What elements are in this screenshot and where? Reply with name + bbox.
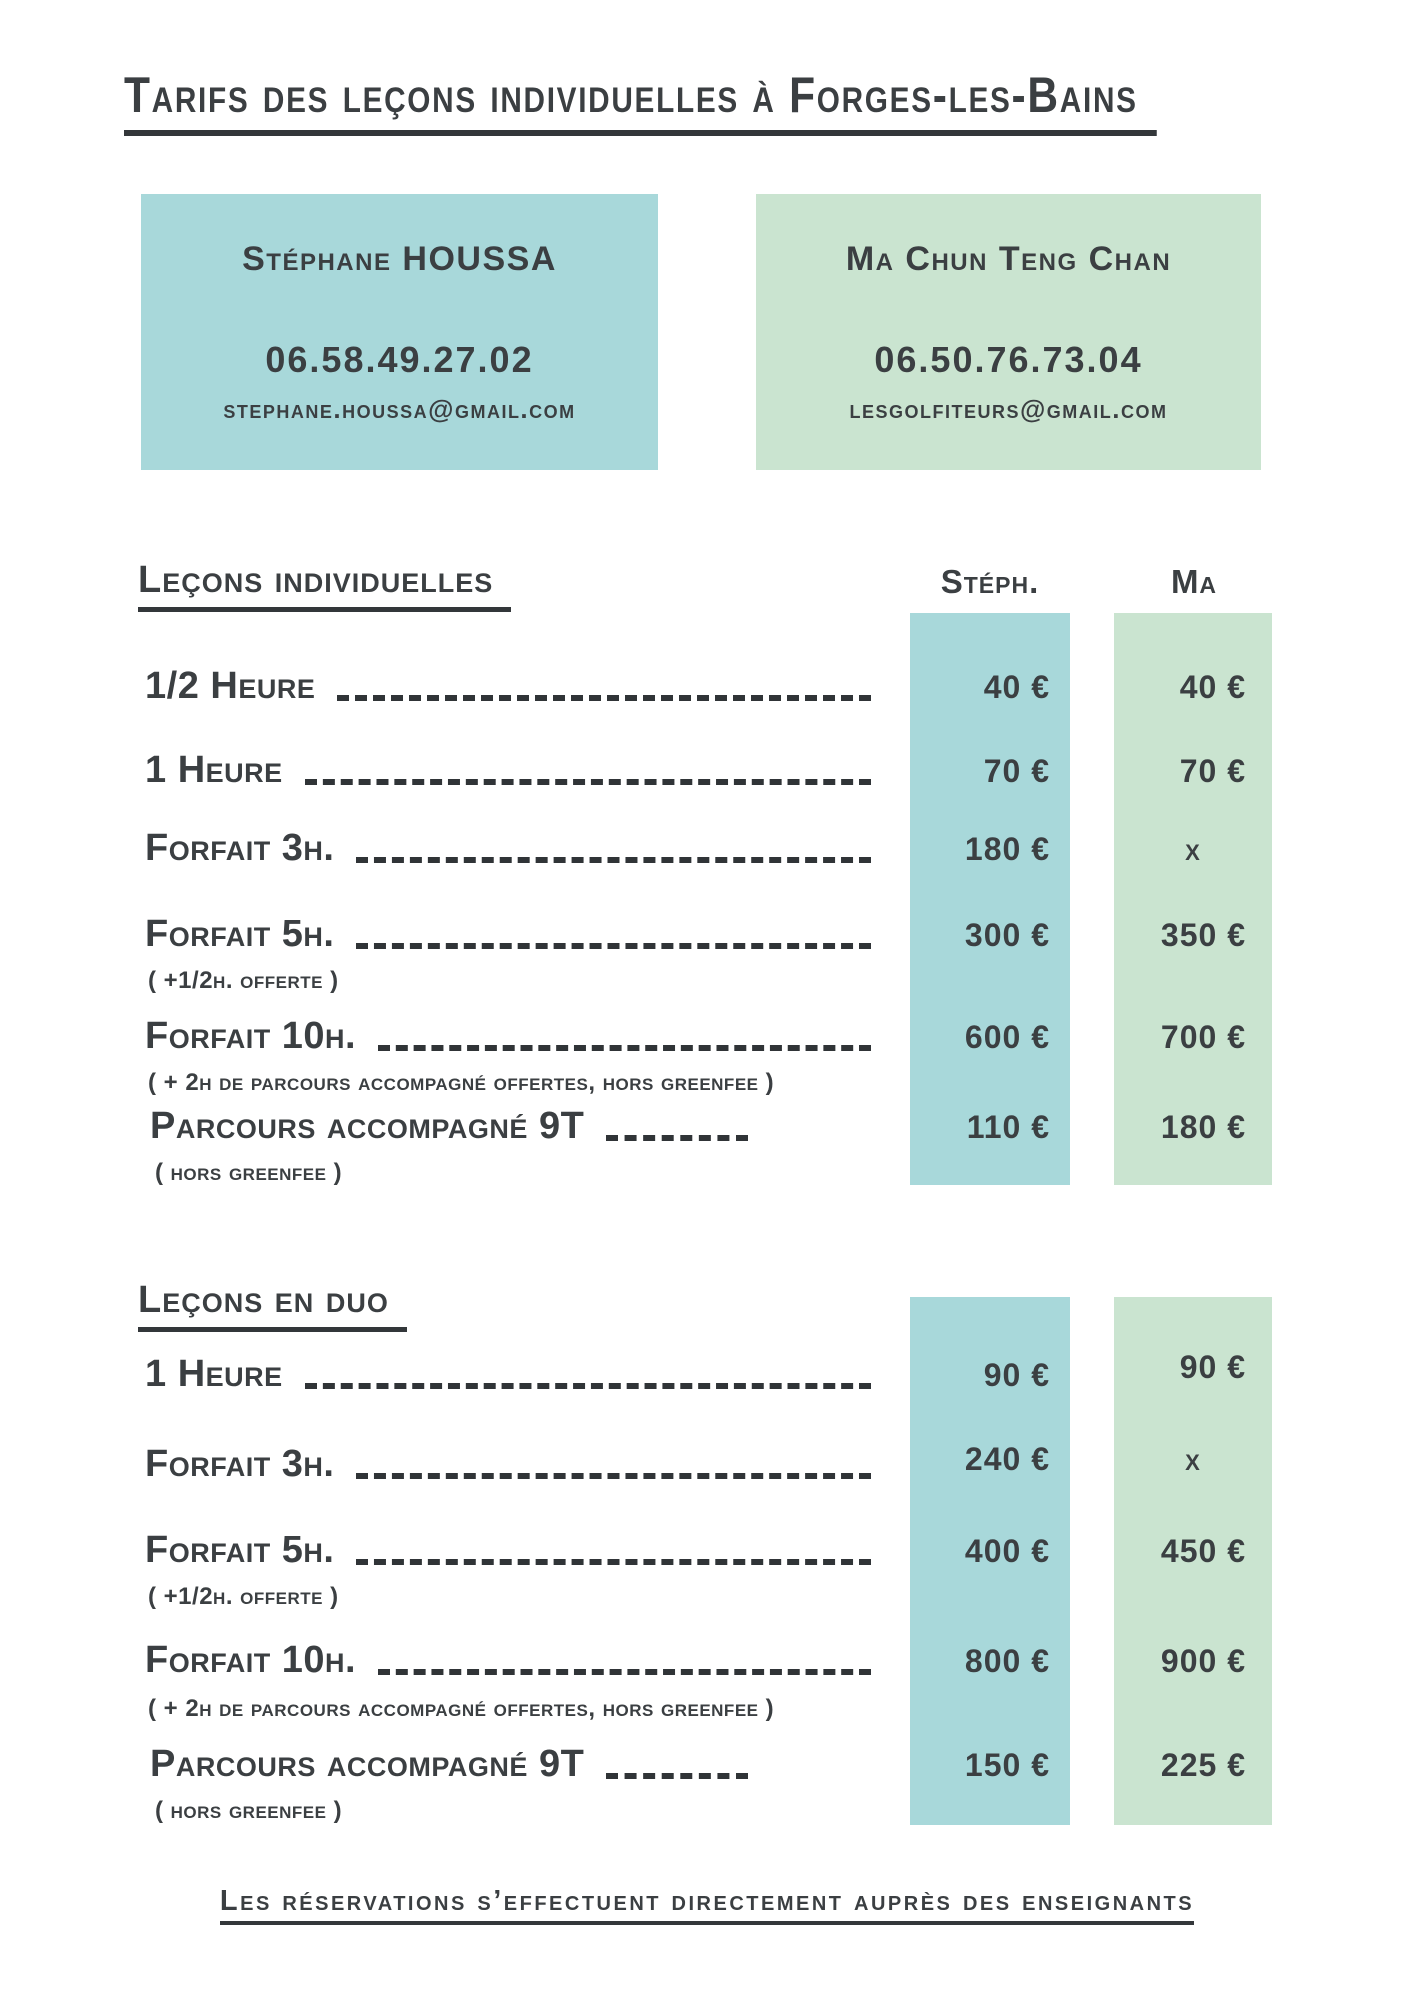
contact-card-stephane: Stéphane HOUSSA 06.58.49.27.02 stephane.…: [141, 194, 658, 470]
table-row: Forfait 3h.: [145, 1442, 873, 1486]
contact-phone: 06.58.49.27.02: [265, 339, 534, 380]
footer-reservation-info: Les réservations s’effectuent directemen…: [0, 1884, 1414, 1925]
price-ma: 90 €: [1179, 1349, 1246, 1385]
row-note: ( +1/2h. offerte ): [148, 967, 339, 994]
dashed-leader: [304, 779, 871, 785]
price-ma: 900 €: [1160, 1643, 1246, 1679]
dashed-leader: [337, 695, 871, 701]
row-label: Forfait 3h.: [145, 827, 335, 869]
price-steph: 90 €: [983, 1357, 1050, 1393]
table-row: 1 Heure: [145, 1352, 873, 1396]
row-label: Forfait 10h.: [145, 1015, 357, 1057]
table-row: 1 Heure: [145, 748, 873, 792]
row-label: 1/2 Heure: [145, 665, 316, 707]
row-label: Parcours accompagné 9T: [150, 1105, 585, 1147]
dashed-leader: [356, 943, 871, 949]
price-steph: 240 €: [964, 1441, 1050, 1477]
table-row: Forfait 10h.: [145, 1638, 873, 1682]
table-row: Parcours accompagné 9T: [150, 1104, 750, 1148]
price-steph: 180 €: [964, 831, 1050, 867]
contact-email: stephane.houssa@gmail.com: [223, 394, 576, 424]
section-heading-individuelles: Leçons individuelles: [138, 558, 512, 612]
row-label: Forfait 5h.: [145, 1529, 335, 1571]
column-header-steph: Stéph.: [940, 563, 1040, 600]
price-steph: 800 €: [964, 1643, 1050, 1679]
dashed-leader: [356, 1473, 871, 1479]
price-ma: 225 €: [1160, 1747, 1246, 1783]
dashed-leader: [606, 1773, 748, 1779]
price-ma: 350 €: [1160, 917, 1246, 953]
price-steph: 150 €: [964, 1747, 1050, 1783]
row-label: Forfait 3h.: [145, 1443, 335, 1485]
price-steph: 110 €: [966, 1109, 1050, 1145]
price-steph: 600 €: [964, 1019, 1050, 1055]
table-row: Forfait 10h.: [145, 1014, 873, 1058]
row-label: 1 Heure: [145, 749, 283, 791]
page-title: Tarifs des leçons individuelles à Forges…: [124, 70, 1157, 136]
table-row: 1/2 Heure: [145, 664, 873, 708]
row-note: ( + 2h de parcours accompagné offertes, …: [148, 1069, 775, 1096]
dashed-leader: [356, 857, 871, 863]
row-label: Forfait 10h.: [145, 1639, 357, 1681]
dashed-leader: [378, 1045, 871, 1051]
price-ma: 450 €: [1160, 1533, 1246, 1569]
contact-card-ma: Ma Chun Teng Chan 06.50.76.73.04 lesgolf…: [756, 194, 1261, 470]
contact-name: Ma Chun Teng Chan: [845, 240, 1172, 278]
section-heading-duo: Leçons en duo: [138, 1278, 407, 1332]
price-ma: x: [1185, 831, 1201, 867]
price-ma: 70 €: [1179, 753, 1246, 789]
footer-text: Les réservations s’effectuent directemen…: [219, 1885, 1195, 1925]
row-label: Parcours accompagné 9T: [150, 1743, 585, 1785]
row-label: Forfait 5h.: [145, 913, 335, 955]
price-column-ma-bg-1: [1114, 613, 1272, 1185]
row-note: ( hors greenfee ): [155, 1797, 343, 1824]
price-column-steph-bg-1: [910, 613, 1070, 1185]
row-note: ( + 2h de parcours accompagné offertes, …: [148, 1695, 775, 1722]
row-label: 1 Heure: [145, 1353, 283, 1395]
price-steph: 70 €: [983, 753, 1050, 789]
row-note: ( hors greenfee ): [155, 1159, 343, 1186]
price-steph: 400 €: [964, 1533, 1050, 1569]
contact-name: Stéphane HOUSSA: [242, 240, 557, 278]
table-row: Forfait 5h.: [145, 912, 873, 956]
price-steph: 300 €: [964, 917, 1050, 953]
row-note: ( +1/2h. offerte ): [148, 1583, 339, 1610]
price-ma: 700 €: [1160, 1019, 1246, 1055]
price-column-ma-bg-2: [1114, 1297, 1272, 1825]
table-row: Forfait 5h.: [145, 1528, 873, 1572]
price-ma: 40 €: [1179, 669, 1246, 705]
dashed-leader: [378, 1669, 871, 1675]
price-ma: 180 €: [1160, 1109, 1246, 1145]
dashed-leader: [606, 1135, 748, 1141]
column-header-ma: Ma: [1170, 563, 1218, 600]
table-row: Forfait 3h.: [145, 826, 873, 870]
contact-phone: 06.50.76.73.04: [874, 339, 1143, 380]
price-column-steph-bg-2: [910, 1297, 1070, 1825]
price-ma: x: [1185, 1441, 1201, 1477]
dashed-leader: [304, 1383, 871, 1389]
contact-email: lesgolfiteurs@gmail.com: [849, 394, 1168, 424]
price-steph: 40 €: [983, 669, 1050, 705]
table-row: Parcours accompagné 9T: [150, 1742, 750, 1786]
dashed-leader: [356, 1559, 871, 1565]
